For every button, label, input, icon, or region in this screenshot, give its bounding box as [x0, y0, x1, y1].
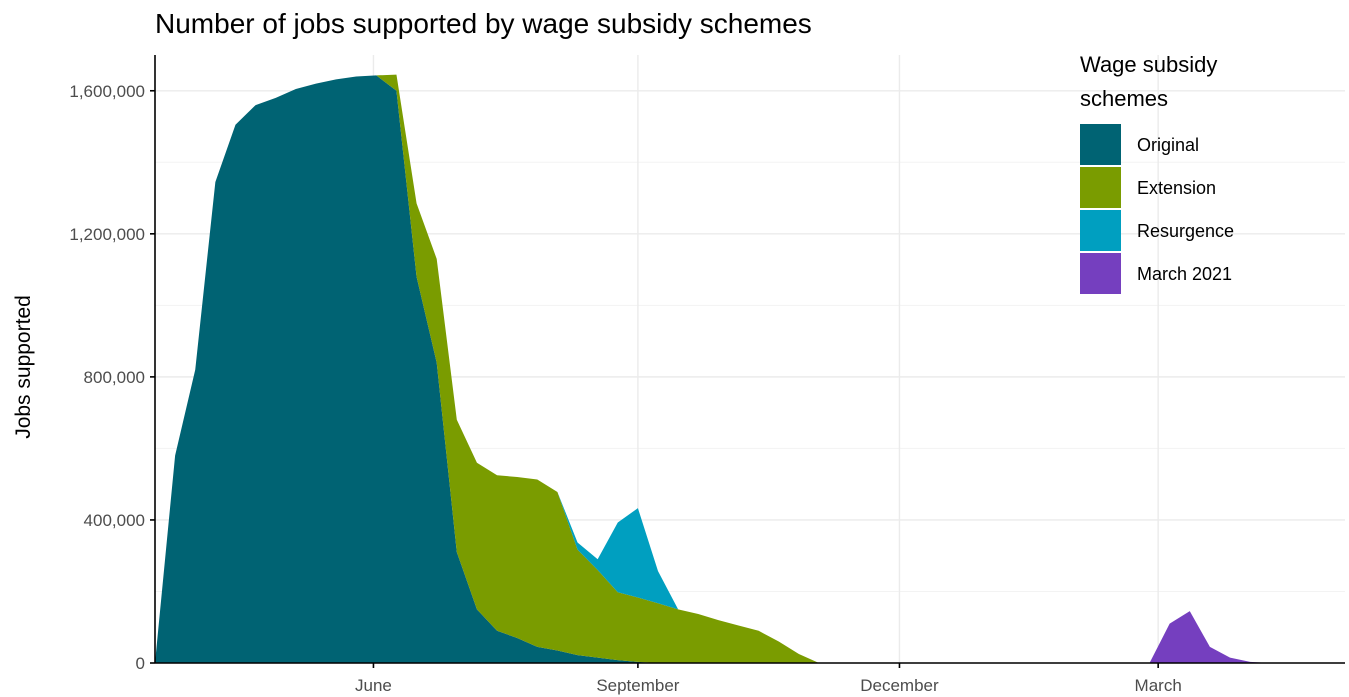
- x-tick-label: September: [596, 676, 679, 695]
- y-tick-label: 0: [136, 654, 145, 673]
- chart-areas: [155, 74, 1345, 664]
- y-axis-label: Jobs supported: [12, 295, 35, 439]
- y-tick-label: 1,600,000: [69, 82, 145, 101]
- y-tick-labels: 0 400,000 800,000 1,200,000 1,600,000: [69, 82, 145, 673]
- x-tick-label: June: [355, 676, 392, 695]
- x-tick-label: March: [1135, 676, 1182, 695]
- legend-label-original: Original: [1137, 135, 1199, 155]
- legend-items: Original Extension Resurgence March 2021: [1080, 124, 1234, 294]
- legend-swatch-march-2021: [1080, 253, 1121, 294]
- legend-title-line-1: Wage subsidy: [1080, 52, 1217, 77]
- area-original: [155, 75, 1345, 663]
- legend: Wage subsidy schemes Original Extension Re…: [1080, 52, 1234, 294]
- legend-swatch-resurgence: [1080, 210, 1121, 251]
- axes: [150, 55, 1345, 668]
- legend-label-resurgence: Resurgence: [1137, 221, 1234, 241]
- y-tick-label: 800,000: [84, 368, 145, 387]
- y-tick-label: 400,000: [84, 511, 145, 530]
- y-tick-label: 1,200,000: [69, 225, 145, 244]
- legend-swatch-extension: [1080, 167, 1121, 208]
- legend-title-line-2: schemes: [1080, 86, 1168, 111]
- x-tick-labels: June September December March: [355, 676, 1182, 695]
- legend-swatch-original: [1080, 124, 1121, 165]
- legend-label-extension: Extension: [1137, 178, 1216, 198]
- chart-title: Number of jobs supported by wage subsidy…: [155, 8, 812, 39]
- x-tick-label: December: [860, 676, 939, 695]
- legend-label-march-2021: March 2021: [1137, 264, 1232, 284]
